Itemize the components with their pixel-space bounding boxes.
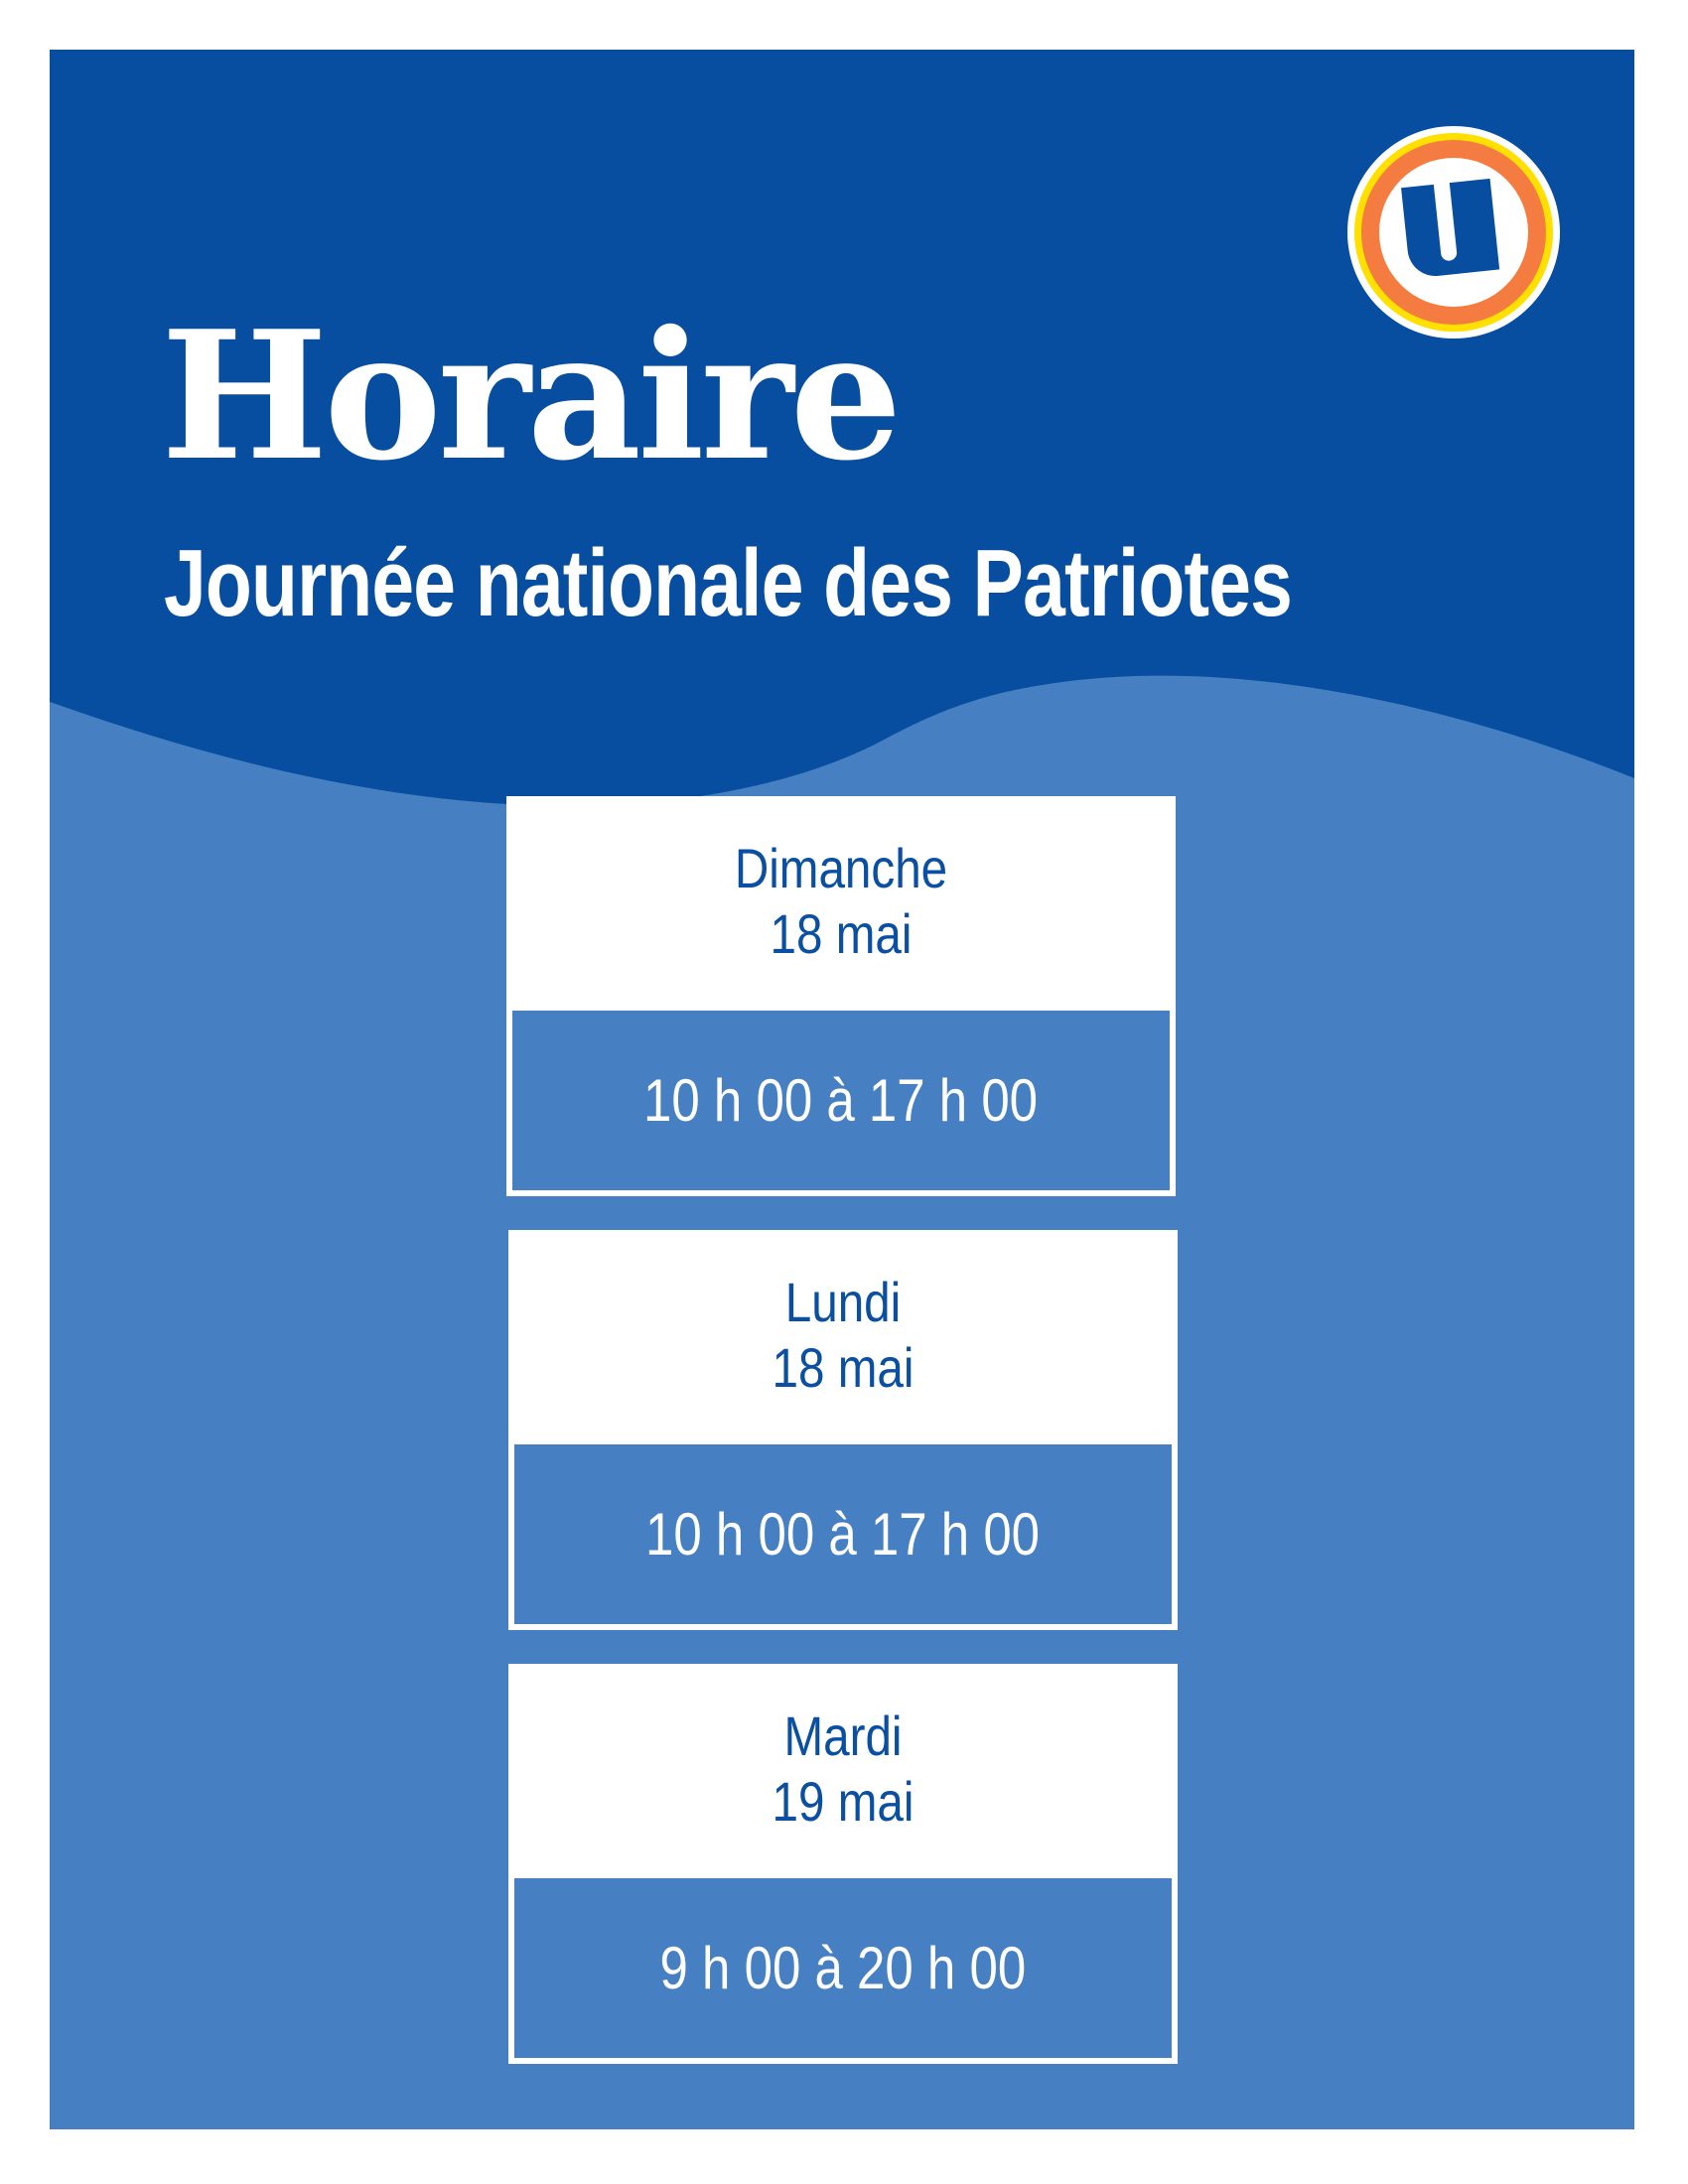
- day-label: Lundi: [784, 1271, 902, 1333]
- page-title: Horaire: [161, 292, 903, 499]
- day-label: Mardi: [783, 1705, 903, 1767]
- hours-label: 10 h 00 à 17 h 00: [643, 1067, 1039, 1134]
- date-label: 19 mai: [772, 1770, 914, 1833]
- hours-label: 10 h 00 à 17 h 00: [645, 1501, 1041, 1568]
- poster-panel: Horaire Journée nationale des Patriotes …: [50, 50, 1634, 2129]
- date-label: 18 mai: [772, 1336, 914, 1399]
- header-wave-background: [50, 50, 1634, 806]
- schedule-card-sunday: Dimanche 18 mai 10 h 00 à 17 h 00: [506, 796, 1176, 1196]
- schedule-card-monday: Lundi 18 mai 10 h 00 à 17 h 00: [508, 1230, 1178, 1630]
- u-logo-icon: [1347, 126, 1560, 339]
- schedule-card-tuesday: Mardi 19 mai 9 h 00 à 20 h 00: [508, 1664, 1178, 2064]
- hours-label: 9 h 00 à 20 h 00: [659, 1935, 1027, 2001]
- date-label: 18 mai: [770, 902, 913, 965]
- page-subtitle: Journée nationale des Patriotes: [164, 530, 1293, 636]
- day-label: Dimanche: [734, 837, 948, 899]
